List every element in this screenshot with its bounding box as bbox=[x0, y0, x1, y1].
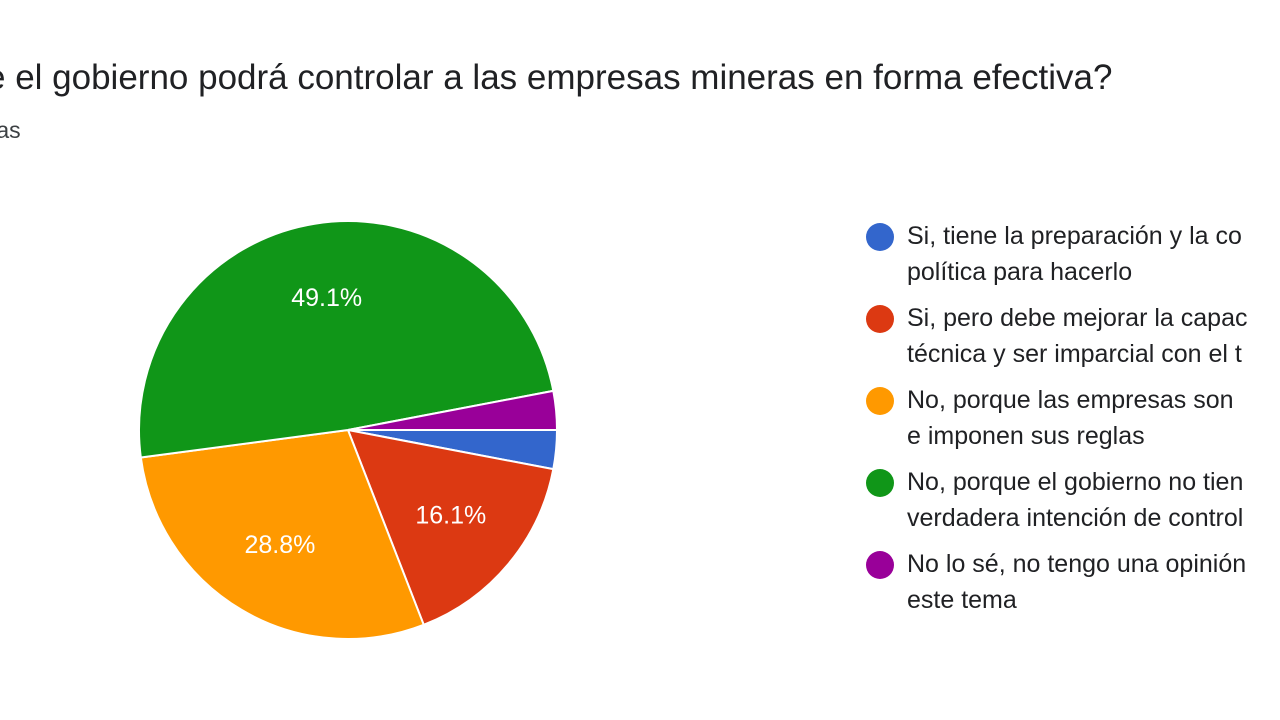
pie-chart: 16.1% 28.8% 49.1% bbox=[138, 220, 559, 640]
slice-data-label-3: 49.1% bbox=[291, 284, 362, 312]
chart-legend: Si, tiene la preparación y la co polític… bbox=[866, 218, 1280, 628]
slice-data-label-1: 16.1% bbox=[415, 502, 486, 530]
legend-marker-icon bbox=[866, 305, 894, 333]
legend-item[interactable]: No, porque las empresas son e imponen su… bbox=[866, 382, 1280, 464]
legend-item[interactable]: Si, pero debe mejorar la capac técnica y… bbox=[866, 300, 1280, 382]
pie-slice-1[interactable] bbox=[346, 428, 555, 627]
legend-label: No, porque el gobierno no tien verdadera… bbox=[907, 468, 1244, 532]
legend-label: No, porque las empresas son e imponen su… bbox=[907, 386, 1234, 450]
chart-subtitle: tas bbox=[0, 117, 21, 143]
legend-item[interactable]: No, porque el gobierno no tien verdadera… bbox=[866, 464, 1280, 546]
legend-label: Si, pero debe mejorar la capac técnica y… bbox=[907, 304, 1248, 368]
chart-title: e el gobierno podrá controlar a las empr… bbox=[0, 58, 1113, 97]
legend-marker-icon bbox=[866, 223, 894, 251]
legend-item[interactable]: No lo sé, no tengo una opinión este tema bbox=[866, 546, 1280, 628]
legend-label: No lo sé, no tengo una opinión este tema bbox=[907, 550, 1247, 614]
legend-item[interactable]: Si, tiene la preparación y la co polític… bbox=[866, 218, 1280, 300]
legend-label: Si, tiene la preparación y la co polític… bbox=[907, 222, 1242, 286]
slice-data-label-2: 28.8% bbox=[244, 531, 315, 559]
pie-slice-4[interactable] bbox=[347, 389, 559, 431]
pie-slice-2[interactable] bbox=[139, 428, 426, 640]
legend-marker-icon bbox=[866, 551, 894, 579]
legend-marker-icon bbox=[866, 469, 894, 497]
legend-marker-icon bbox=[866, 387, 894, 415]
pie-slice-3[interactable] bbox=[138, 220, 555, 459]
